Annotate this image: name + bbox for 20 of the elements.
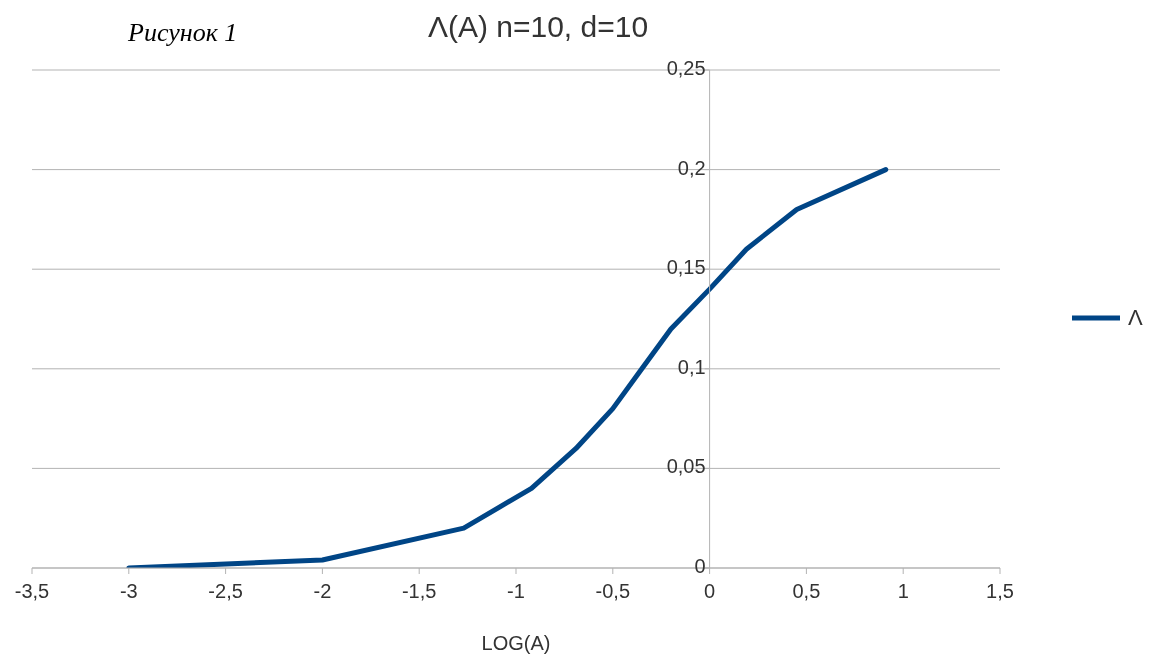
y-tick-label: 0,1 bbox=[677, 355, 706, 378]
y-tick-label: 0 bbox=[694, 555, 706, 577]
y-tick-label: 0,15 bbox=[666, 256, 706, 279]
chart-title: Λ(A) n=10, d=10 bbox=[426, 10, 650, 44]
x-tick-label: -1 bbox=[507, 580, 525, 603]
x-tick-label: -1,5 bbox=[401, 580, 437, 603]
text: Рисунок 1 bbox=[128, 18, 238, 48]
x-tick-label: -3 bbox=[119, 580, 138, 603]
y-tick-label: 0,2 bbox=[677, 156, 706, 179]
x-axis-title: LOG(A) bbox=[481, 632, 551, 654]
x-tick-label: 1 bbox=[897, 580, 909, 603]
x-tick-label: 0,5 bbox=[792, 580, 821, 603]
x-tick-label: -0,5 bbox=[595, 580, 631, 603]
legend-label: Λ bbox=[1128, 305, 1143, 331]
y-tick-label: 0,25 bbox=[666, 57, 706, 79]
x-tick-label: 1,5 bbox=[986, 580, 1014, 603]
x-tick-label: -2 bbox=[313, 580, 332, 603]
x-tick-label: -3,5 bbox=[14, 580, 50, 603]
x-tick-label: -2,5 bbox=[208, 580, 243, 603]
y-tick-label: 0,05 bbox=[666, 455, 706, 478]
